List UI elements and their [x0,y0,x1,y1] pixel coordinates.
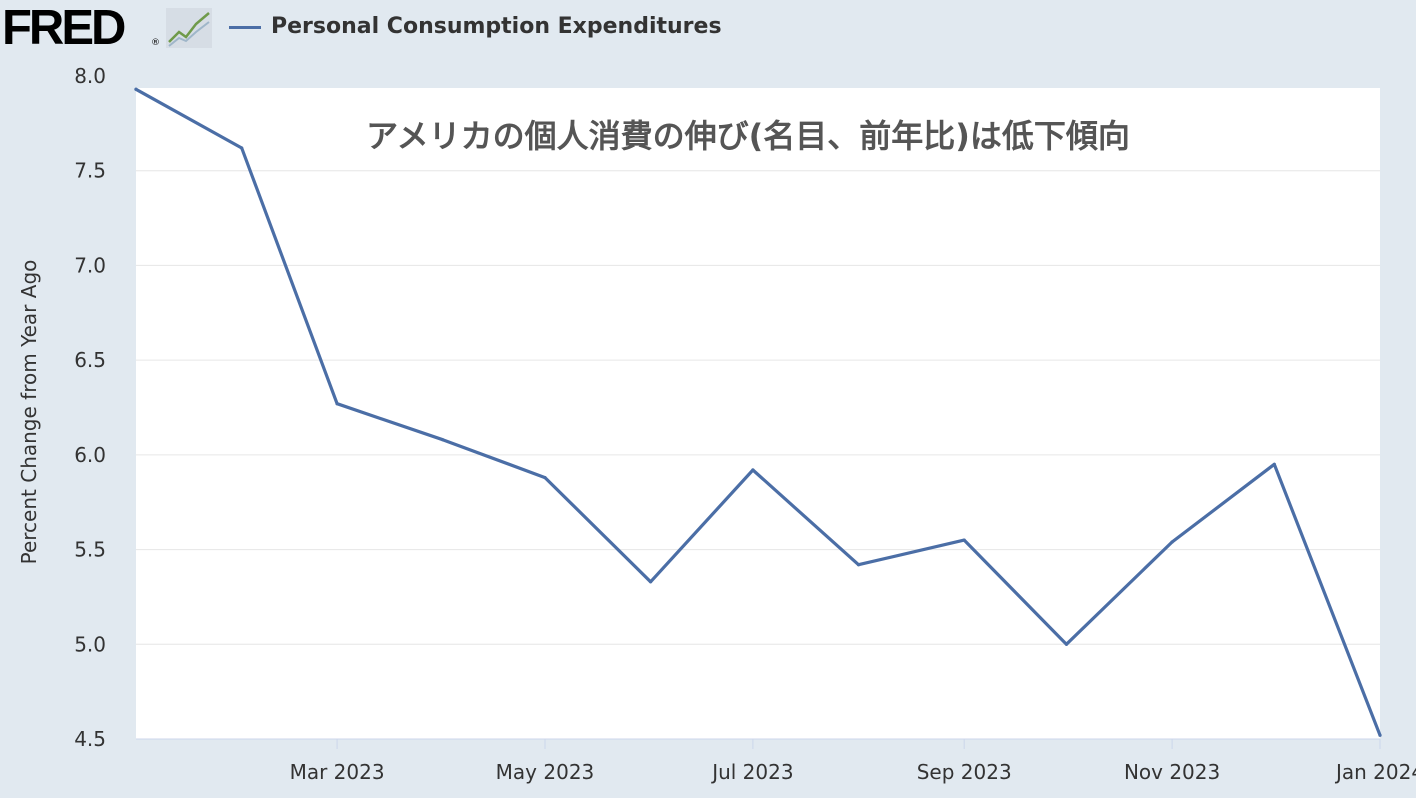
data-point [1272,462,1276,466]
data-point [134,87,138,91]
line-chart-icon [166,8,212,52]
legend-series-label[interactable]: Personal Consumption Expenditures [271,14,722,39]
x-tick-label: Sep 2023 [917,760,1012,784]
fred-registered-mark: ® [151,38,160,48]
x-tick-label: Mar 2023 [290,760,385,784]
axes: 4.5 5.0 5.5 6.0 6.5 7.0 7.5 8.0 Mar 2023 May 2023… [74,64,1416,784]
data-point [543,475,547,480]
y-tick-label: 7.0 [74,253,106,277]
x-tick-label: Nov 2023 [1124,760,1220,784]
data-point [751,468,755,472]
series-layer [134,87,1382,737]
y-tick-label: 8.0 [74,64,106,88]
y-tick-label: 5.5 [74,538,106,562]
x-tick-label: May 2023 [496,760,595,784]
fred-logo[interactable]: FRED [2,1,126,55]
data-point [1064,642,1069,646]
y-tick-label: 5.0 [74,632,106,656]
data-point [240,146,244,150]
y-tick-label: 6.5 [74,348,106,372]
data-point [649,580,653,584]
plot-area [136,88,1380,739]
data-point [335,402,339,406]
data-point [856,563,861,567]
grid-lines [136,170,1380,645]
y-axis-label: Percent Change from Year Ago [17,260,41,565]
chart-title: アメリカの個人消費の伸び(名目、前年比)は低下傾向 [366,117,1130,155]
x-tick-label: Jul 2023 [710,760,793,784]
y-tick-label: 6.0 [74,443,106,467]
data-point [962,538,966,542]
chart-header: FRED ® Personal Consumption Expenditures [0,0,1416,60]
y-tick-label: 4.5 [74,727,106,751]
legend-swatch [229,26,261,29]
data-point [1170,540,1174,544]
data-point [1378,733,1382,737]
y-tick-label: 7.5 [74,159,106,183]
x-tick-label: Jan 2024 [1334,760,1416,784]
data-point [441,438,445,442]
